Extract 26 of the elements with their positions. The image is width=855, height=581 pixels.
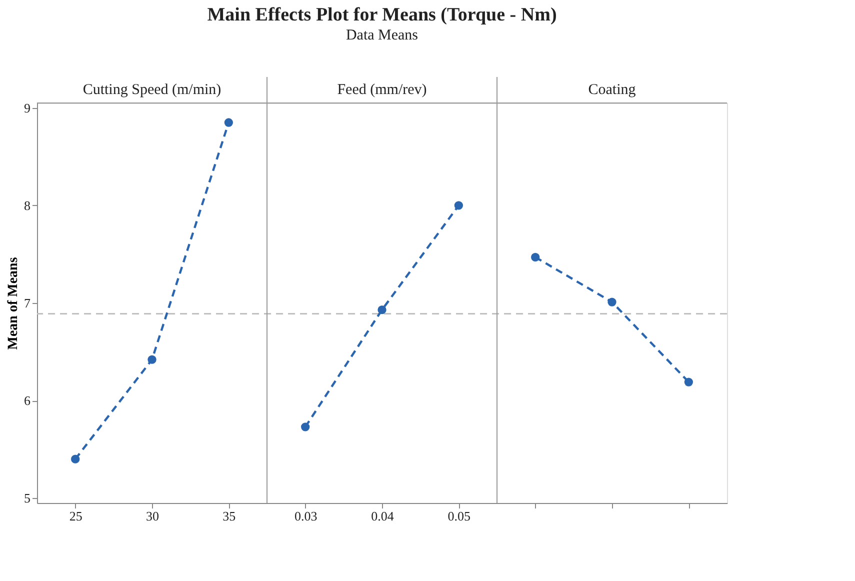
point: [301, 422, 310, 432]
chart-subtitle: Data Means: [346, 28, 418, 44]
point: [531, 252, 540, 262]
y-tick-label: 9: [24, 100, 30, 116]
y-tick-label: 6: [24, 393, 31, 408]
point: [608, 298, 616, 306]
y-tick-label: 7: [24, 296, 31, 310]
x-tick-label: 0.05: [448, 508, 471, 524]
point: [684, 378, 693, 386]
x-tick-label: 0.04: [371, 508, 394, 524]
point: [71, 454, 80, 464]
point: [454, 201, 463, 210]
chart-title: Main Effects Plot for Means (Torque - Nm): [207, 4, 557, 26]
y-axis-title: Mean of Means: [6, 256, 21, 350]
text: Cutting Speed (m/min): [82, 82, 222, 98]
y-tick-label: 8: [24, 198, 30, 213]
point: [224, 118, 233, 127]
text: Coating: [588, 82, 636, 98]
point: [378, 306, 386, 314]
x-tick-label: 30: [146, 508, 159, 524]
y-tick-label: 5: [24, 490, 30, 506]
x-tick-label: 25: [69, 508, 82, 524]
x-tick-label: 0.03: [294, 508, 318, 524]
point: [148, 355, 156, 364]
x-tick-label: 35: [222, 508, 236, 524]
text: Feed (mm/rev): [337, 82, 427, 98]
